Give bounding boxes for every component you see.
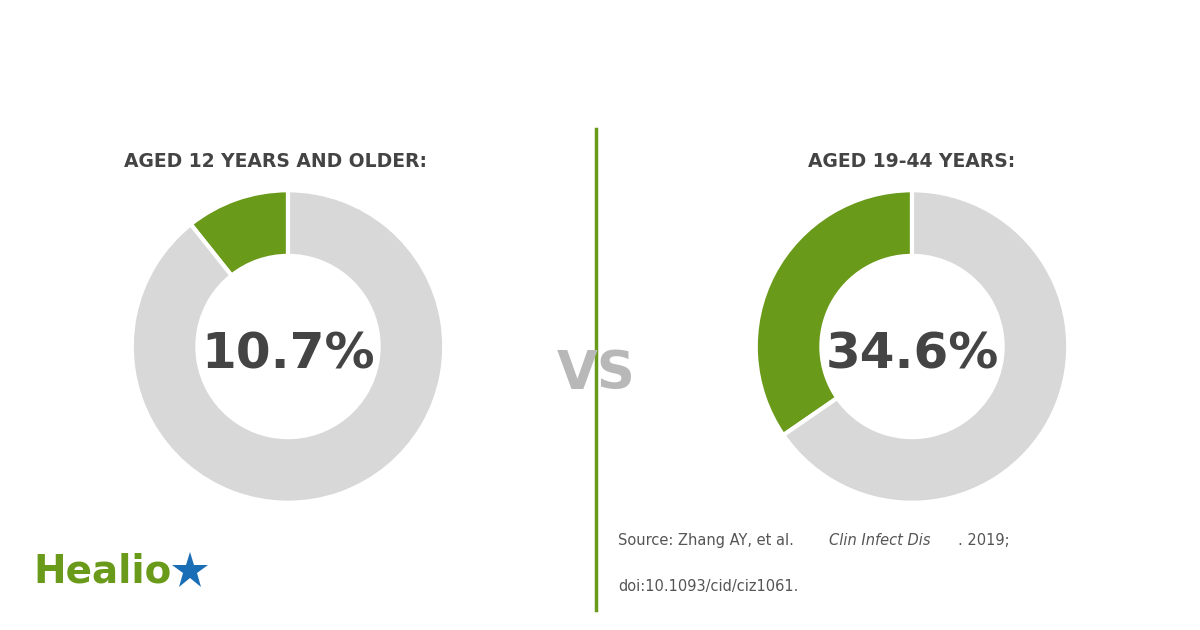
Wedge shape — [132, 190, 444, 503]
Text: who had a history of injection drug use:: who had a history of injection drug use: — [240, 78, 960, 109]
Wedge shape — [756, 190, 912, 435]
Wedge shape — [191, 190, 288, 275]
Text: Clin Infect Dis: Clin Infect Dis — [829, 533, 931, 548]
Text: 10.7%: 10.7% — [202, 330, 374, 378]
Text: AGED 19-44 YEARS:: AGED 19-44 YEARS: — [809, 152, 1015, 171]
Text: Proportion of patients with candidemia: Proportion of patients with candidemia — [246, 26, 954, 57]
Text: Healio: Healio — [34, 552, 172, 590]
Text: Source: Zhang AY, et al.: Source: Zhang AY, et al. — [618, 533, 798, 548]
Wedge shape — [784, 190, 1068, 503]
Text: doi:10.1093/cid/ciz1061.: doi:10.1093/cid/ciz1061. — [618, 579, 798, 594]
Text: AGED 12 YEARS AND OLDER:: AGED 12 YEARS AND OLDER: — [125, 152, 427, 171]
Text: . 2019;: . 2019; — [958, 533, 1009, 548]
Text: VS: VS — [557, 348, 636, 400]
Text: 34.6%: 34.6% — [826, 330, 998, 378]
